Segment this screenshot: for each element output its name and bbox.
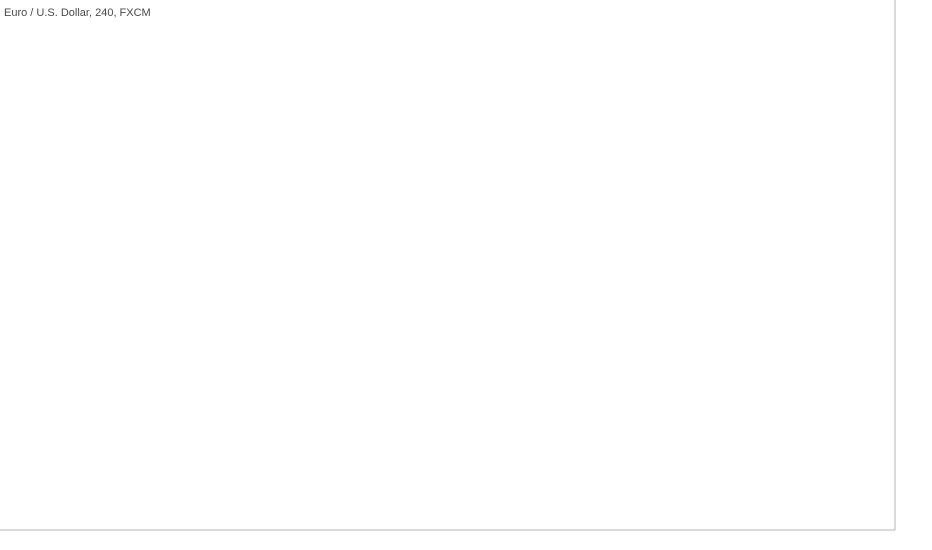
chart-title: Euro / U.S. Dollar, 240, FXCM	[4, 7, 151, 19]
price-axis-bg	[895, 0, 932, 550]
